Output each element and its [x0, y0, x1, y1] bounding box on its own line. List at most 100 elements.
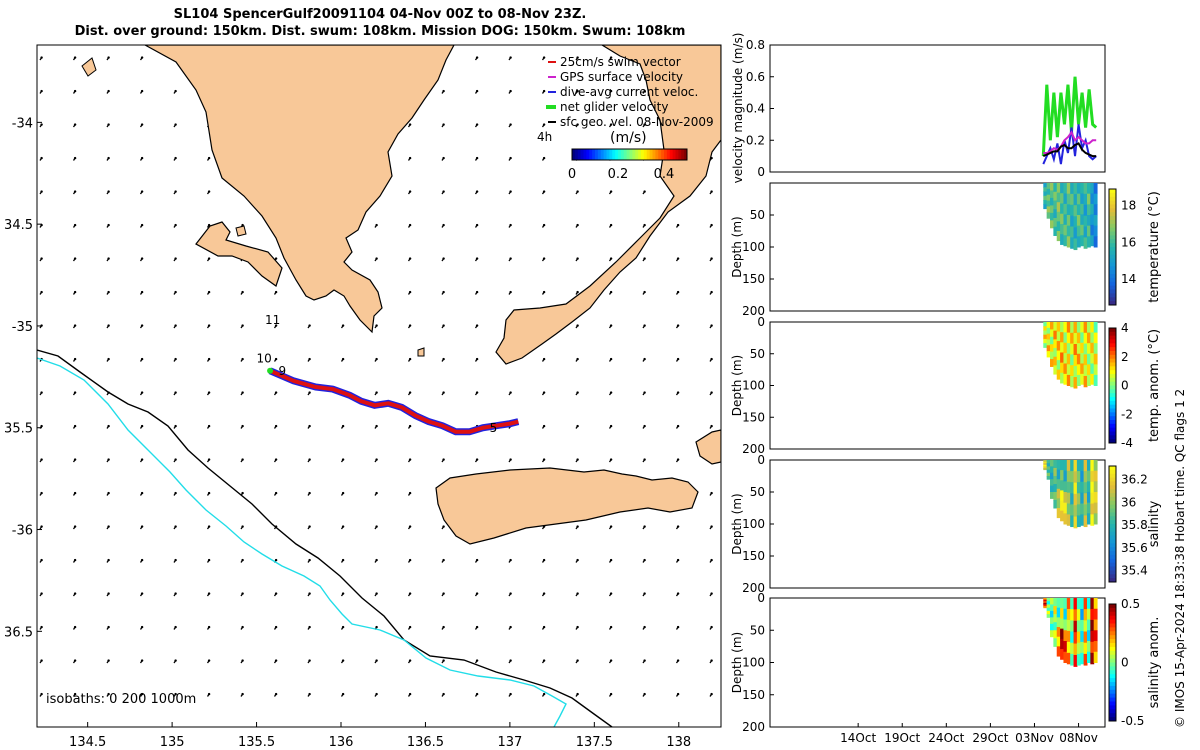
- current-arrow-head: [274, 458, 278, 461]
- profile-cell: [1083, 482, 1088, 494]
- profile-cell: [1083, 215, 1088, 228]
- profile-cell: [1076, 493, 1081, 505]
- current-arrow-head: [241, 324, 244, 327]
- profile-cell: [1080, 608, 1085, 621]
- profile-cell: [1070, 598, 1075, 610]
- profile-cell: [1046, 200, 1051, 207]
- profile-cell: [1086, 225, 1091, 237]
- profile-cell: [1056, 202, 1061, 213]
- island-2: [235, 225, 247, 237]
- current-arrow-head: [542, 659, 546, 662]
- profile-cell: [1046, 194, 1051, 202]
- profile-cell: [1053, 217, 1058, 228]
- profile-cell: [1046, 183, 1051, 190]
- profile-cell: [1093, 193, 1098, 205]
- profile-cell: [1050, 212, 1054, 221]
- depth-axis-label: Depth (m): [730, 216, 744, 277]
- panel-colorbar-cell: [1109, 682, 1116, 687]
- current-arrow-head: [710, 558, 713, 562]
- current-arrow-head: [643, 458, 646, 461]
- current-arrow-head: [308, 525, 311, 528]
- current-arrow-head: [609, 424, 613, 428]
- panel-colorbar-cell: [1109, 705, 1116, 710]
- depth-tick-label: 100: [742, 517, 765, 531]
- profile-cell: [1050, 630, 1054, 638]
- current-arrow-head: [509, 257, 512, 260]
- current-arrow-head: [442, 592, 445, 595]
- panel-colorbar-cell: [1109, 535, 1116, 540]
- map-colorbar-cell: [649, 149, 653, 160]
- isobath-1000: [37, 357, 567, 727]
- map-y-tick-label: -35: [12, 320, 33, 335]
- current-arrow-head: [643, 625, 646, 629]
- current-arrow-head: [174, 290, 177, 294]
- profile-cell: [1070, 609, 1075, 621]
- current-arrow-head: [40, 558, 43, 562]
- map-colorbar-cell: [577, 149, 582, 160]
- current-arrow-head: [542, 257, 546, 260]
- profile-cell: [1070, 354, 1075, 366]
- profile-cell: [1063, 363, 1068, 375]
- profile-cell: [1093, 183, 1098, 195]
- panel-colorbar-cell: [1109, 493, 1116, 498]
- current-arrow-head: [73, 257, 77, 260]
- current-arrow-head: [576, 257, 579, 260]
- profile-cell: [1046, 351, 1051, 358]
- map-colorbar-cell: [583, 149, 587, 160]
- profile-cell: [1080, 203, 1085, 215]
- velocity-series-line: [1041, 76, 1098, 157]
- profile-cell: [1090, 373, 1095, 385]
- map-colorbar-cell: [646, 149, 651, 160]
- profile-cell: [1046, 327, 1051, 335]
- current-arrow-head: [710, 525, 713, 528]
- current-arrow-head: [609, 558, 613, 562]
- profile-cell: [1076, 322, 1081, 334]
- profile-cell: [1093, 374, 1098, 386]
- profile-cell: [1060, 234, 1064, 245]
- velocity-y-tick-label: 0.6: [746, 70, 765, 84]
- profile-cell: [1063, 619, 1068, 631]
- current-arrow-head: [207, 156, 211, 160]
- current-arrow-head: [475, 56, 479, 59]
- depth-axis-label: Depth (m): [730, 355, 744, 416]
- current-arrow-head: [308, 592, 311, 595]
- current-arrow-head: [375, 659, 378, 662]
- current-arrow-head: [442, 89, 445, 93]
- profile-cell: [1066, 225, 1071, 237]
- profile-cell: [1080, 630, 1085, 643]
- panel-colorbar-label: salinity: [1147, 500, 1162, 547]
- depth-tick-label: 0: [757, 453, 765, 467]
- current-arrow-head: [308, 491, 311, 495]
- current-arrow-head: [40, 625, 43, 629]
- depth-tick-label: 150: [742, 410, 765, 424]
- panel-colorbar-cell: [1109, 270, 1116, 275]
- panel-colorbar-label: temp. anom. (°C): [1147, 329, 1162, 442]
- current-arrow-head: [140, 491, 144, 495]
- profile-cell: [1070, 322, 1075, 334]
- profile-cell: [1086, 343, 1091, 355]
- profile-cell: [1093, 215, 1098, 227]
- profile-cell: [1056, 627, 1061, 638]
- velocity-series-line: [1042, 124, 1097, 165]
- current-arrow-head: [140, 659, 144, 662]
- current-arrow-head: [207, 558, 211, 562]
- profile-cell: [1050, 604, 1054, 612]
- panel-frame: [769, 597, 1106, 728]
- panel-colorbar-label: temperature (°C): [1147, 191, 1162, 303]
- profile-cell: [1073, 620, 1078, 633]
- current-arrow-head: [643, 257, 646, 260]
- profile-cell: [1063, 203, 1068, 215]
- profile-cell: [1073, 482, 1078, 495]
- panel-colorbar-cell: [1109, 689, 1116, 695]
- profile-cell: [1053, 226, 1058, 236]
- panel-colorbar-frame: [1108, 327, 1117, 444]
- profile-cell: [1083, 460, 1088, 472]
- profile-cell: [1093, 481, 1098, 493]
- panel-colorbar-cell: [1109, 646, 1116, 652]
- current-arrow-head: [174, 592, 177, 595]
- profile-cell: [1086, 193, 1091, 205]
- panel-colorbar-cell: [1109, 208, 1116, 213]
- current-arrow-head: [341, 324, 345, 327]
- current-arrow-head: [207, 357, 211, 361]
- profile-cell: [1060, 510, 1064, 522]
